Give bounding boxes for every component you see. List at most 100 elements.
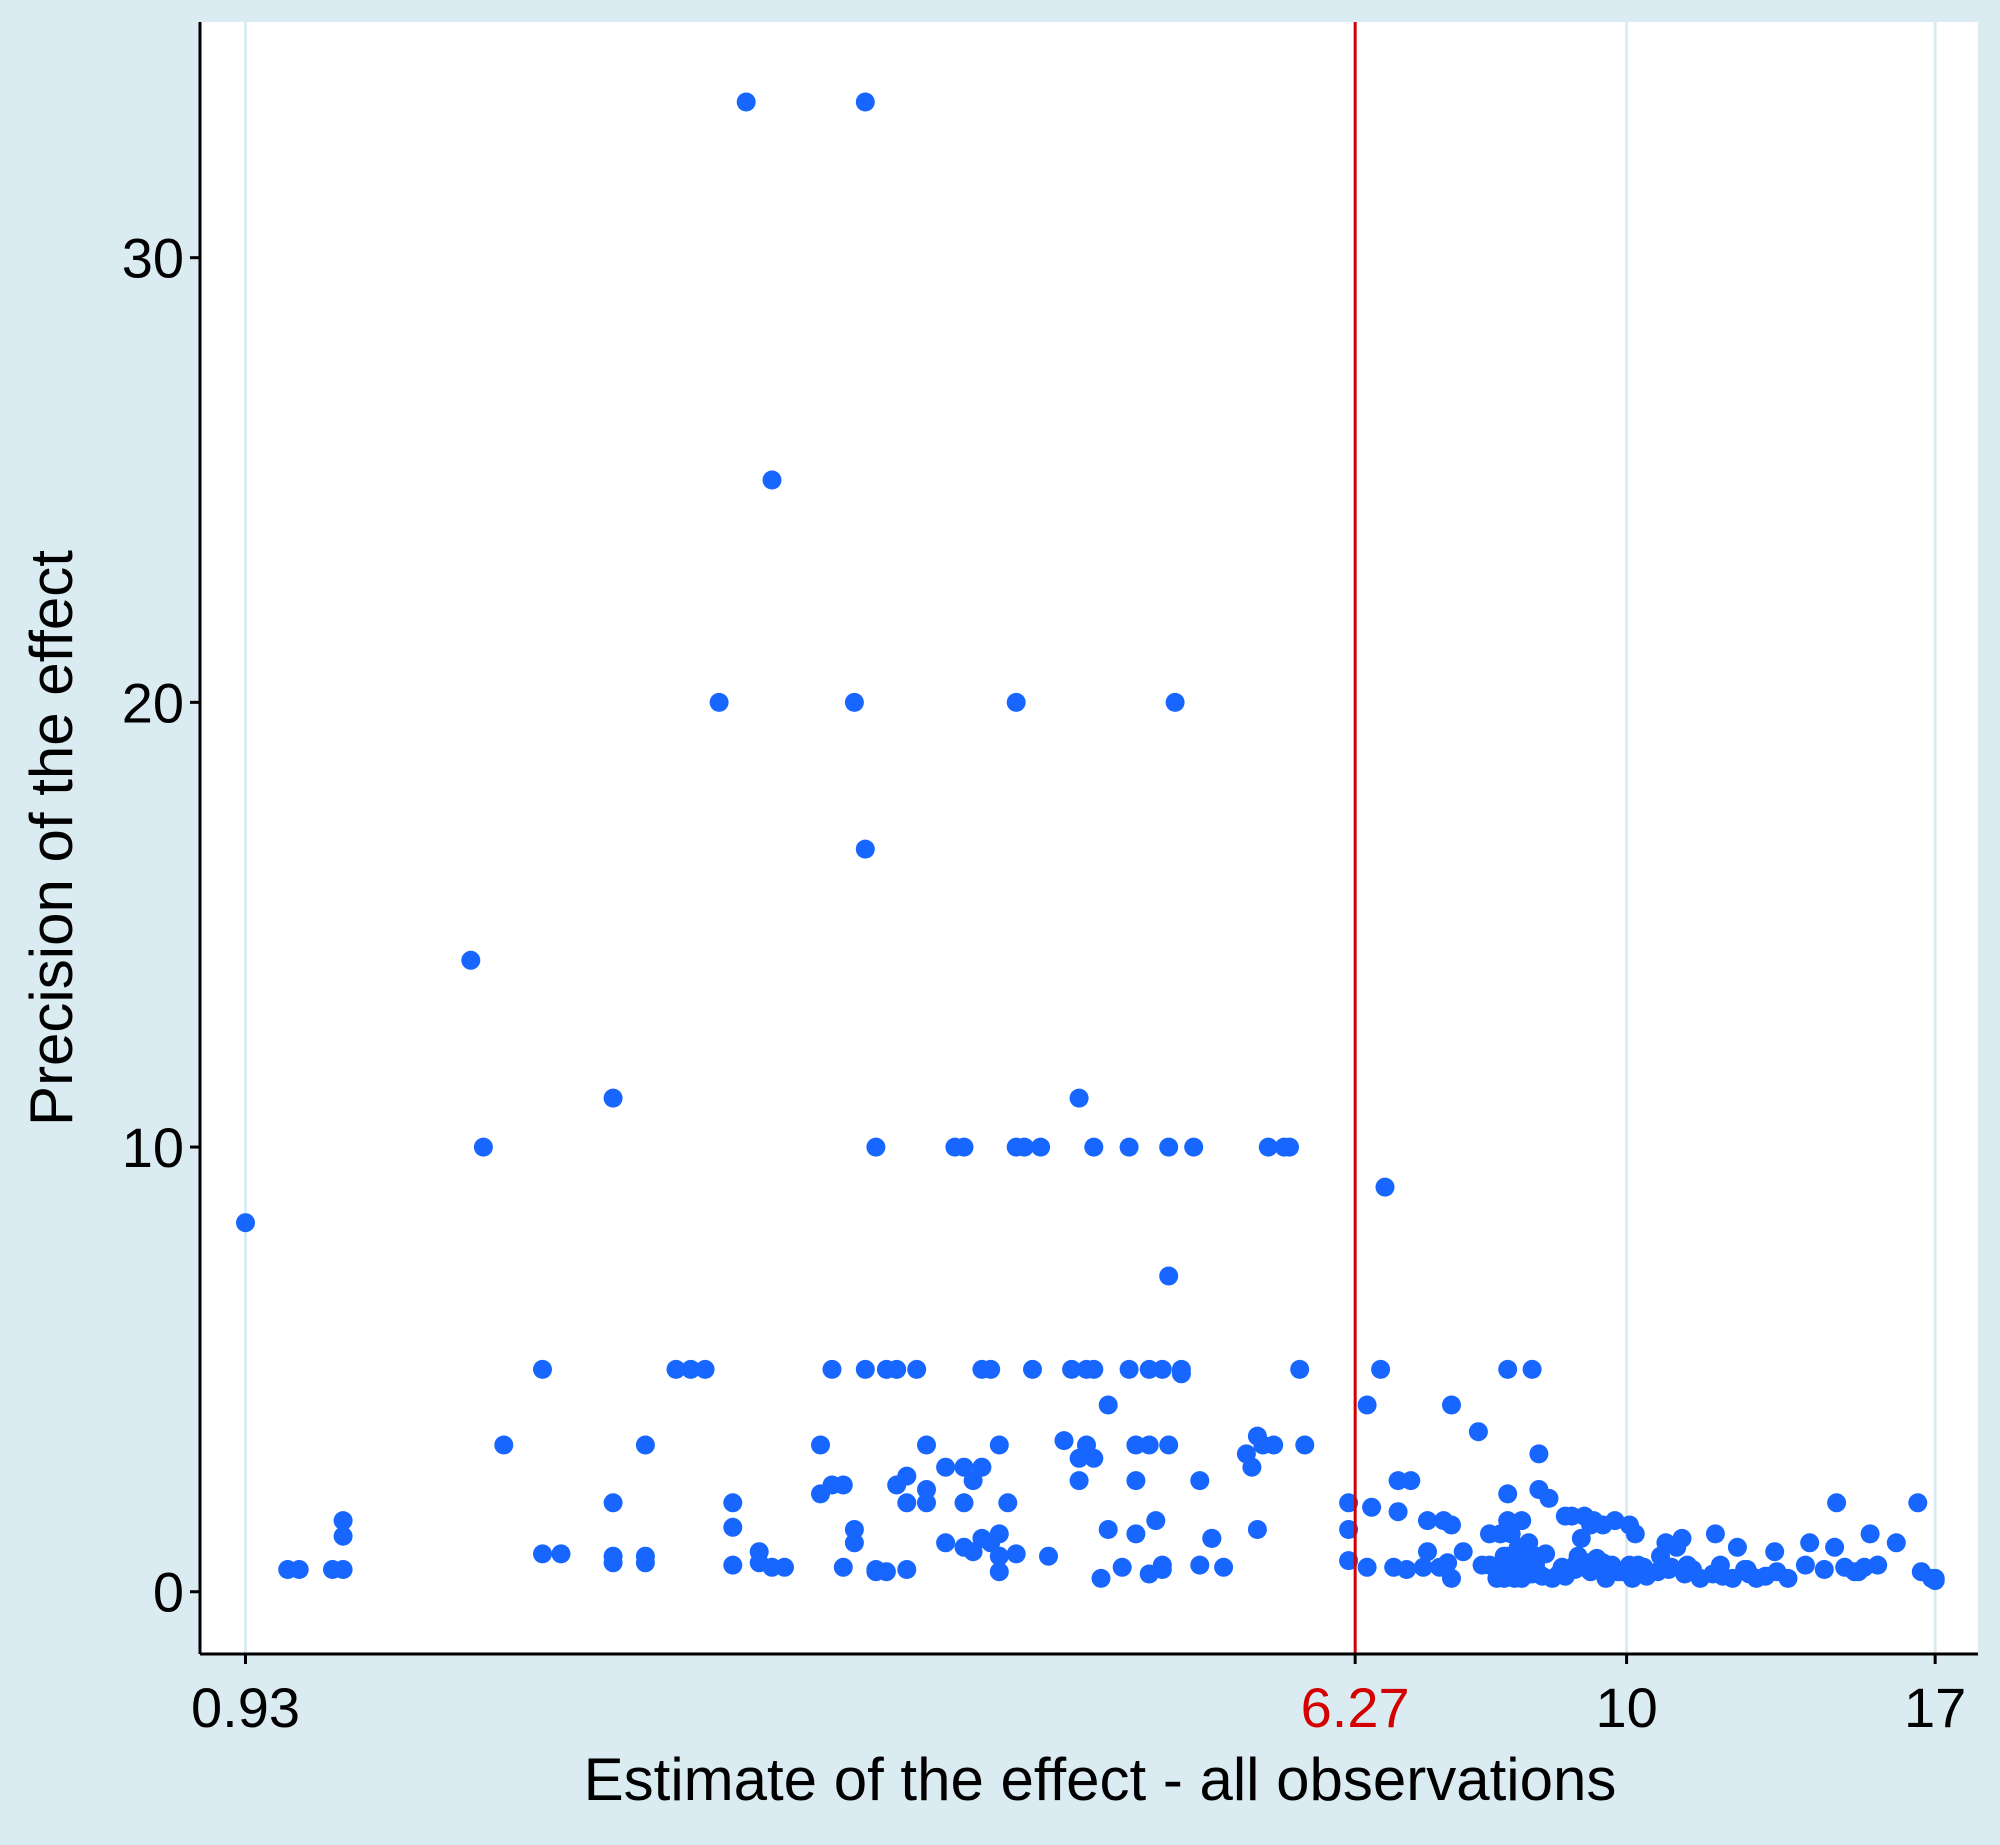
data-point <box>333 1560 353 1579</box>
data-point <box>603 1493 623 1513</box>
data-point <box>1498 1359 1518 1379</box>
data-point <box>1214 1557 1234 1577</box>
y-axis-title: Precision of the effect <box>18 550 85 1126</box>
data-point <box>1023 1359 1042 1379</box>
data-point <box>1800 1533 1820 1553</box>
data-point <box>897 1466 917 1486</box>
data-point <box>1159 1435 1179 1455</box>
data-point <box>1825 1537 1845 1557</box>
data-point <box>936 1457 956 1477</box>
data-point <box>1401 1471 1421 1491</box>
data-point <box>236 1213 255 1233</box>
data-point <box>1371 1359 1391 1379</box>
data-point <box>1625 1524 1645 1544</box>
x-tick-label: 10 <box>1595 1676 1657 1739</box>
data-point <box>1146 1511 1166 1531</box>
data-point <box>603 1546 623 1566</box>
data-point <box>1418 1511 1437 1531</box>
data-point <box>844 692 864 712</box>
data-point <box>1126 1435 1146 1455</box>
data-point <box>762 470 782 490</box>
data-point <box>1242 1457 1262 1477</box>
data-point <box>333 1526 353 1546</box>
data-point <box>1084 1448 1104 1468</box>
data-point <box>1529 1444 1549 1464</box>
data-point <box>494 1435 514 1455</box>
data-point <box>1069 1471 1089 1491</box>
data-point <box>1190 1471 1210 1491</box>
data-point <box>695 1359 715 1379</box>
data-point <box>1152 1560 1172 1579</box>
data-point <box>1290 1359 1310 1379</box>
data-point <box>917 1493 936 1513</box>
data-point <box>963 1471 983 1491</box>
data-point <box>822 1359 842 1379</box>
data-point <box>1139 1435 1159 1455</box>
data-point <box>1054 1431 1074 1451</box>
data-point <box>833 1475 853 1495</box>
y-tick-label: 20 <box>122 671 184 734</box>
data-point <box>1069 1088 1089 1108</box>
data-point <box>1190 1555 1210 1575</box>
data-point <box>723 1493 743 1513</box>
data-point <box>1014 1137 1034 1157</box>
data-point <box>1258 1137 1278 1157</box>
data-point <box>1098 1395 1118 1415</box>
data-point <box>1397 1560 1417 1579</box>
data-point <box>473 1137 493 1157</box>
data-point <box>1159 1266 1179 1286</box>
data-point <box>1498 1484 1518 1504</box>
data-point <box>1126 1524 1146 1544</box>
data-point <box>936 1533 956 1553</box>
data-point <box>1860 1524 1880 1544</box>
data-point <box>1778 1568 1798 1588</box>
y-tick-label: 10 <box>122 1116 184 1179</box>
data-point <box>833 1557 853 1577</box>
data-point <box>1295 1435 1315 1455</box>
data-point <box>1280 1137 1299 1157</box>
data-point <box>1536 1544 1556 1564</box>
data-point <box>907 1359 927 1379</box>
tick-labels: 0 10 20 30 0.93 6.27 10 17 <box>122 227 1967 1739</box>
data-point <box>1886 1533 1906 1553</box>
data-point <box>954 1457 974 1477</box>
data-point <box>1357 1557 1377 1577</box>
data-point <box>1438 1553 1458 1573</box>
data-point <box>866 1137 886 1157</box>
data-point <box>1605 1511 1625 1531</box>
data-point <box>1112 1557 1132 1577</box>
data-point <box>1152 1359 1172 1379</box>
data-point <box>1339 1493 1359 1513</box>
data-point <box>461 950 481 970</box>
x-axis-title: Estimate of the effect - all observation… <box>584 1746 1617 1813</box>
data-point <box>855 92 875 112</box>
data-point <box>1039 1546 1058 1566</box>
data-point <box>1126 1471 1146 1491</box>
data-point <box>723 1517 743 1537</box>
plot-area <box>200 22 1978 1654</box>
data-point <box>989 1562 1009 1582</box>
data-point <box>533 1359 552 1379</box>
data-point <box>876 1562 896 1582</box>
data-point <box>635 1553 655 1573</box>
data-point <box>1339 1520 1359 1539</box>
data-point <box>989 1524 1009 1544</box>
data-point <box>1388 1502 1408 1522</box>
data-points <box>236 92 1945 1591</box>
data-point <box>1814 1560 1834 1579</box>
data-point <box>1062 1359 1082 1379</box>
data-point <box>1362 1497 1382 1517</box>
data-point <box>972 1457 992 1477</box>
data-point <box>1453 1542 1473 1562</box>
data-point <box>1119 1359 1139 1379</box>
axes <box>190 22 1978 1664</box>
data-point <box>989 1546 1009 1566</box>
data-point <box>1375 1177 1395 1197</box>
data-point <box>1091 1568 1111 1588</box>
data-point <box>1522 1359 1542 1379</box>
data-point <box>1442 1568 1461 1588</box>
data-point <box>1171 1359 1191 1379</box>
data-point <box>998 1493 1018 1513</box>
data-point <box>1512 1511 1532 1531</box>
